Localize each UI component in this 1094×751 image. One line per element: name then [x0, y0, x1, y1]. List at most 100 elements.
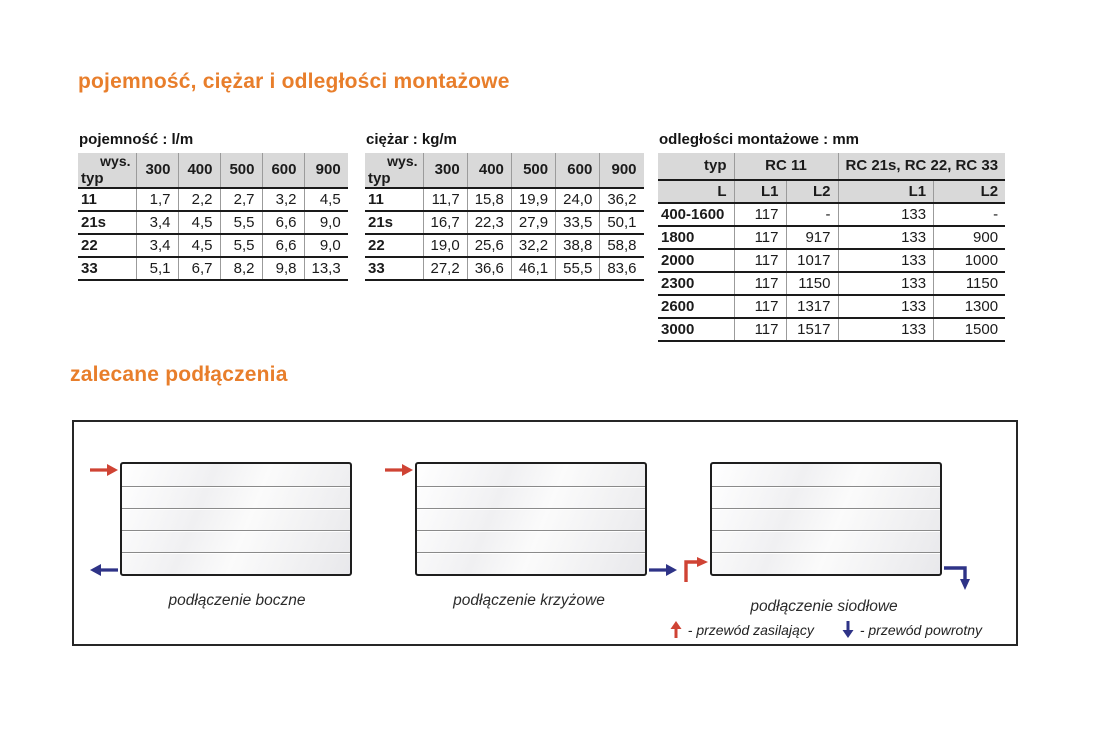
cell: 11,7	[422, 188, 468, 212]
cell: 1017	[785, 249, 838, 273]
cell: 5,1	[135, 257, 178, 281]
cell: 83,6	[599, 257, 644, 281]
return-arrow-left-icon	[90, 564, 118, 576]
cell: 1000	[933, 249, 1006, 273]
cell: 46,1	[510, 257, 556, 281]
cell: 19,9	[510, 188, 556, 212]
table-row: 1800 117 917 133 900	[658, 226, 1006, 250]
cell: 6,6	[261, 211, 304, 235]
cell: 117	[733, 272, 786, 296]
weight-table-block: ciężar : kg/m wys. typ 300 400 500 600 9…	[365, 131, 644, 281]
cell: 38,8	[555, 234, 600, 258]
cell: 1150	[933, 272, 1006, 296]
corner-cell: wys. typ	[78, 153, 136, 189]
supply-arrow-up-icon	[670, 621, 682, 638]
col-header: 600	[555, 153, 600, 189]
cell: 13,3	[303, 257, 348, 281]
radiator-panel-line	[417, 552, 645, 553]
cell: 133	[837, 226, 934, 250]
legend-item-supply: - przewód zasilający	[670, 621, 814, 638]
cell: 5,5	[219, 211, 262, 235]
cell: 4,5	[177, 234, 220, 258]
connections-title: zalecane podłączenia	[70, 363, 288, 386]
cell: 117	[733, 226, 786, 250]
cell: 3,2	[261, 188, 304, 212]
supply-arrow-right-icon	[385, 464, 413, 476]
row-label: 11	[78, 188, 136, 212]
cell: 27,2	[422, 257, 468, 281]
cell: 25,6	[466, 234, 512, 258]
cell: 58,8	[599, 234, 644, 258]
legend-label-supply: - przewód zasilający	[687, 621, 814, 638]
cell: -	[785, 203, 838, 227]
mounting-table: typ RC 11 RC 21s, RC 22, RC 33 L L1 L2 L…	[658, 153, 1006, 342]
row-label: 2300	[658, 272, 734, 296]
cell: 2,7	[219, 188, 262, 212]
col-header: 400	[466, 153, 512, 189]
row-label: 400-1600	[658, 203, 734, 227]
table-row: 11 11,7 15,8 19,9 24,0 36,2	[365, 188, 644, 212]
capacity-table-label: pojemność : l/m	[79, 131, 194, 148]
sub-header: L1	[837, 180, 934, 204]
cell: 133	[837, 249, 934, 273]
radiator-panel-line	[417, 508, 645, 509]
legend: - przewód zasilający - przewód powrotny	[670, 621, 982, 638]
row-label: 3000	[658, 318, 734, 342]
row-label: 1800	[658, 226, 734, 250]
cell: 1300	[933, 295, 1006, 319]
row-label: 21s	[78, 211, 136, 235]
cell: 917	[785, 226, 838, 250]
cell: 8,2	[219, 257, 262, 281]
cell: 19,0	[422, 234, 468, 258]
row-label: 21s	[365, 211, 423, 235]
caption-saddle-connection: podłączenie siodłowe	[750, 598, 898, 615]
supply-elbow-arrow-icon	[684, 557, 708, 582]
cell: 4,5	[177, 211, 220, 235]
row-label: 11	[365, 188, 423, 212]
radiator-panel-line	[417, 486, 645, 487]
page-title: pojemność, ciężar i odległości montażowe	[78, 70, 510, 93]
cell: 900	[933, 226, 1006, 250]
cell: 9,0	[303, 211, 348, 235]
return-elbow-arrow-icon	[944, 566, 970, 590]
col-header: 300	[422, 153, 468, 189]
corner-wys-label: wys.	[100, 153, 131, 169]
table-row: 2600 117 1317 133 1300	[658, 295, 1006, 319]
table-row: 2300 117 1150 133 1150	[658, 272, 1006, 296]
table-row: 21s 16,7 22,3 27,9 33,5 50,1	[365, 211, 644, 235]
table-row: 3000 117 1517 133 1500	[658, 318, 1006, 342]
capacity-header-row: wys. typ 300 400 500 600 900	[78, 153, 348, 189]
cell: 50,1	[599, 211, 644, 235]
radiator-panel-line	[712, 552, 940, 553]
cell: 9,0	[303, 234, 348, 258]
cell: 2,2	[177, 188, 220, 212]
cell: 117	[733, 318, 786, 342]
return-arrow-right-icon	[649, 564, 677, 576]
mounting-table-block: odległości montażowe : mm typ RC 11 RC 2…	[658, 131, 1006, 342]
cell: 9,8	[261, 257, 304, 281]
corner-wys-label: wys.	[387, 153, 418, 169]
cell: 117	[733, 203, 786, 227]
table-row: 22 3,4 4,5 5,5 6,6 9,0	[78, 234, 348, 258]
cell: 3,4	[135, 211, 178, 235]
row-label: 2600	[658, 295, 734, 319]
caption-cross-connection: podłączenie krzyżowe	[453, 592, 605, 609]
mounting-group-header-row: typ RC 11 RC 21s, RC 22, RC 33	[658, 153, 1006, 181]
table-row: 21s 3,4 4,5 5,5 6,6 9,0	[78, 211, 348, 235]
cell: 4,5	[303, 188, 348, 212]
col-header: 300	[135, 153, 178, 189]
col-header: 600	[261, 153, 304, 189]
legend-label-return: - przewód powrotny	[859, 621, 982, 638]
table-row: 22 19,0 25,6 32,2 38,8 58,8	[365, 234, 644, 258]
row-label: 22	[78, 234, 136, 258]
col-header: 500	[219, 153, 262, 189]
weight-header-row: wys. typ 300 400 500 600 900	[365, 153, 644, 189]
corner-typ-label: typ	[368, 170, 391, 187]
table-row: 33 27,2 36,6 46,1 55,5 83,6	[365, 257, 644, 281]
row-label: 22	[365, 234, 423, 258]
col-header: 900	[599, 153, 644, 189]
cell: 32,2	[510, 234, 556, 258]
corner-cell: wys. typ	[365, 153, 423, 189]
row-label: 33	[365, 257, 423, 281]
